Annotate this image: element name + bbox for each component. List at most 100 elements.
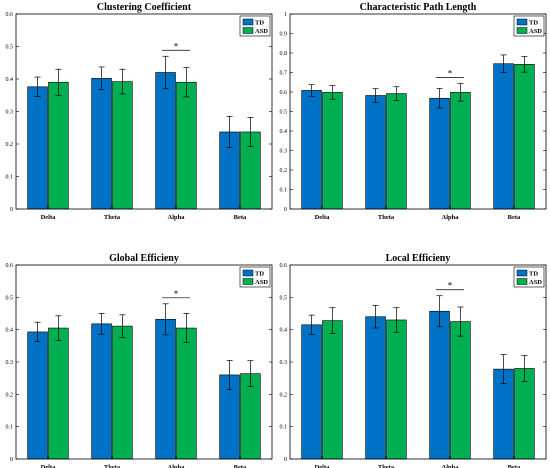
bar-td-theta <box>91 78 112 210</box>
axes-box <box>15 264 273 460</box>
y-tick-label: 0.4 <box>6 77 14 83</box>
y-tick-label: 0 <box>10 457 13 463</box>
y-tick-label: 0 <box>284 457 287 463</box>
y-tick-label: 0.5 <box>6 45 14 51</box>
category-label: Beta <box>508 464 521 468</box>
bar-asd-theta <box>112 81 133 210</box>
chart-panel-1: Clustering Coefficient 0 0.1 0.2 0.3 0.4 0.5 0.… <box>6 2 273 221</box>
bar-td-alpha <box>155 72 176 210</box>
category-label: Delta <box>41 464 57 468</box>
y-tick-label: 0.2 <box>6 392 14 398</box>
y-tick-label: 0.2 <box>280 392 288 398</box>
legend-label-td: TD <box>255 270 264 277</box>
legend-label-td: TD <box>255 19 264 26</box>
bar-asd-delta <box>48 327 69 460</box>
category-label: Beta <box>234 214 247 221</box>
legend-label-td: TD <box>529 19 538 26</box>
chart-panel-3: Global Efficieny 0 0.1 0.2 0.3 0.4 0.5 0.6 Delta… <box>6 253 273 468</box>
legend-swatch-asd <box>242 27 254 34</box>
y-tick-label: 0.6 <box>280 90 288 96</box>
y-tick-label: 0.3 <box>280 149 288 155</box>
category-label: Delta <box>315 214 331 221</box>
bar-asd-alpha <box>450 92 471 210</box>
y-tick-label: 0.1 <box>6 175 14 181</box>
y-tick-label: 0.1 <box>6 425 14 431</box>
bar-asd-beta <box>514 368 535 460</box>
legend-swatch-asd <box>242 278 254 285</box>
legend: TD ASD <box>513 266 545 288</box>
y-tick-label: 0.6 <box>280 263 288 269</box>
category-label: Alpha <box>442 214 460 221</box>
y-tick-label: 0.4 <box>280 129 288 135</box>
legend: TD ASD <box>239 15 271 37</box>
y-tick-label: 0.3 <box>280 360 288 366</box>
legend-swatch-td <box>516 18 528 26</box>
category-label: Delta <box>41 214 57 221</box>
bar-asd-delta <box>322 92 343 210</box>
legend-label-td: TD <box>529 270 538 277</box>
y-tick-label: 0.9 <box>280 32 288 38</box>
legend-swatch-asd <box>516 27 528 34</box>
bar-asd-theta <box>112 325 133 460</box>
y-tick-label: 0 <box>284 207 287 213</box>
bar-td-alpha <box>429 310 450 460</box>
legend-swatch-asd <box>516 278 528 285</box>
bar-td-beta <box>493 63 514 210</box>
y-tick-label: 0.1 <box>280 425 288 431</box>
y-tick-label: 0.2 <box>6 142 14 148</box>
bar-asd-beta <box>514 64 535 210</box>
bar-td-delta <box>301 90 322 210</box>
y-tick-label: 1 <box>284 12 287 18</box>
panel-title: Clustering Coefficient <box>97 2 192 13</box>
legend-label-asd: ASD <box>255 28 268 35</box>
bar-td-delta <box>27 86 48 210</box>
y-tick-label: 0 <box>10 207 13 213</box>
significance-star: * <box>448 69 453 79</box>
bar-td-theta <box>91 323 112 460</box>
significance-star: * <box>174 289 179 299</box>
bar-td-alpha <box>155 319 176 460</box>
category-label: Alpha <box>168 464 186 468</box>
bar-asd-delta <box>322 320 343 460</box>
y-tick-label: 0.5 <box>280 295 288 301</box>
legend-swatch-td <box>516 269 528 277</box>
category-label: Delta <box>315 464 331 468</box>
bar-asd-alpha <box>450 321 471 460</box>
axes-box <box>289 13 547 210</box>
significance-star: * <box>448 281 453 291</box>
panel-title: Characteristic Path Length <box>360 2 477 13</box>
category-label: Alpha <box>442 464 460 468</box>
y-tick-label: 0.7 <box>280 71 288 77</box>
category-label: Theta <box>378 214 395 221</box>
category-label: Theta <box>378 464 395 468</box>
y-tick-label: 0.5 <box>280 110 288 116</box>
y-tick-label: 0.1 <box>280 188 288 194</box>
bar-td-delta <box>301 324 322 460</box>
bar-td-theta <box>365 95 386 210</box>
legend-label-asd: ASD <box>255 279 268 286</box>
bar-asd-theta <box>386 93 407 210</box>
y-tick-label: 0.4 <box>6 328 14 334</box>
y-tick-label: 0.4 <box>280 328 288 334</box>
significance-star: * <box>174 41 179 51</box>
y-tick-label: 0.3 <box>6 360 14 366</box>
chart-panel-2: Characteristic Path Length 0 0.1 0.2 0.3 0.4 0… <box>280 2 547 221</box>
legend-label-asd: ASD <box>529 28 542 35</box>
category-label: Alpha <box>168 214 186 221</box>
category-label: Theta <box>104 464 121 468</box>
bar-td-theta <box>365 316 386 460</box>
legend: TD ASD <box>513 15 545 37</box>
y-tick-label: 0.8 <box>280 51 288 57</box>
y-tick-label: 0.5 <box>6 295 14 301</box>
y-tick-label: 0.3 <box>6 110 14 116</box>
legend-swatch-td <box>242 18 254 26</box>
panel-title: Global Efficieny <box>109 253 179 264</box>
legend: TD ASD <box>239 266 271 288</box>
y-tick-label: 0.6 <box>6 12 14 18</box>
bar-asd-alpha <box>176 327 197 460</box>
axes-box <box>15 13 273 210</box>
bar-asd-delta <box>48 81 69 210</box>
bar-asd-theta <box>386 319 407 460</box>
